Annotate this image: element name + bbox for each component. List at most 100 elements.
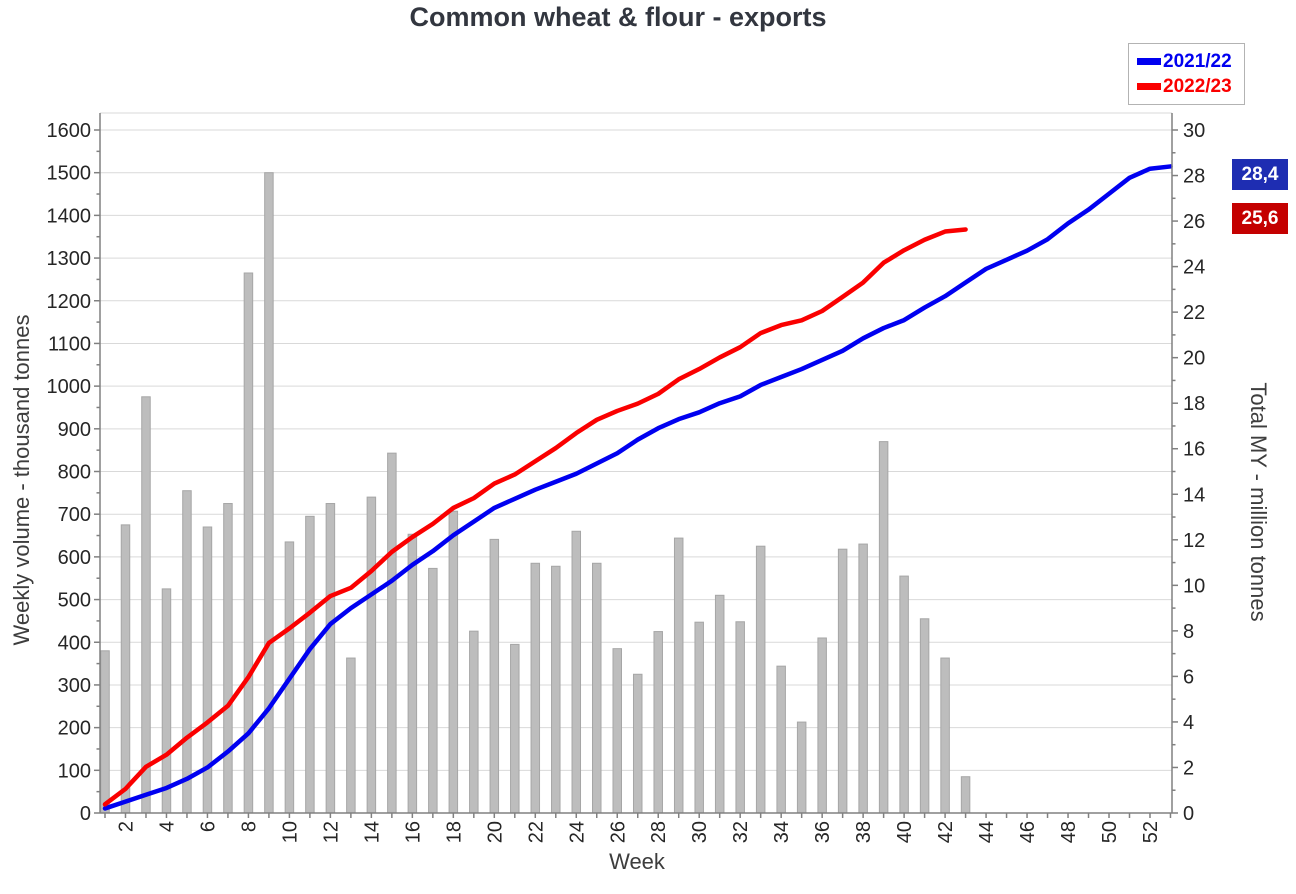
bar <box>100 650 110 814</box>
left-tick-label: 1600 <box>47 120 92 142</box>
right-tick-label: 12 <box>1183 530 1205 552</box>
x-tick-label: 52 <box>1140 821 1162 843</box>
right-tick-label: 16 <box>1183 439 1205 461</box>
left-tick-label: 600 <box>58 547 91 569</box>
bar <box>161 588 172 814</box>
bar <box>653 631 663 814</box>
right-tick-label: 0 <box>1183 803 1194 825</box>
bar <box>940 657 950 814</box>
right-tick-label: 18 <box>1183 393 1205 415</box>
bar <box>428 567 438 814</box>
bar <box>817 637 827 814</box>
bar <box>530 562 541 814</box>
legend-swatch-2021-22-icon <box>1137 58 1161 65</box>
x-tick-label: 28 <box>648 821 670 843</box>
line-2022-23 <box>102 227 968 807</box>
left-tick-label: 200 <box>58 718 91 740</box>
left-tick-label: 1400 <box>47 205 92 227</box>
right-tick-label: 28 <box>1183 166 1205 188</box>
x-tick-label: 20 <box>484 821 506 843</box>
bar <box>182 490 192 814</box>
x-tick-label: 12 <box>320 821 342 843</box>
right-tick-label: 4 <box>1183 712 1194 734</box>
x-tick-label: 30 <box>689 821 711 843</box>
bar <box>120 524 131 814</box>
legend-item-2022-23: 2022/23 <box>1137 74 1236 99</box>
bar <box>837 548 848 814</box>
bar <box>264 172 274 814</box>
right-tick-label: 22 <box>1183 302 1205 324</box>
x-tick-label: 38 <box>853 821 875 843</box>
x-tick-label: 2 <box>115 821 137 832</box>
x-tick-label: 6 <box>197 821 219 832</box>
bar <box>755 545 766 814</box>
bar <box>346 657 356 814</box>
x-tick-label: 42 <box>935 821 957 843</box>
bar <box>469 630 479 814</box>
right-tick-label: 30 <box>1183 120 1205 142</box>
bar <box>305 515 315 814</box>
x-axis-title: Week <box>609 849 665 874</box>
bar <box>387 452 397 814</box>
right-tick-label: 2 <box>1183 757 1194 779</box>
bar <box>858 543 868 814</box>
x-tick-label: 10 <box>279 821 301 843</box>
left-tick-label: 800 <box>58 462 91 484</box>
end-value-badge-2021-22: 28,4 <box>1232 159 1288 190</box>
left-tick-label: 1000 <box>47 376 92 398</box>
legend: 2021/22 2022/23 <box>1128 43 1245 105</box>
x-tick-label: 32 <box>730 821 752 843</box>
chart-title: Common wheat & flour - exports <box>409 2 827 32</box>
end-value-badge-2022-23: 25,6 <box>1232 203 1288 234</box>
left-tick-label: 1300 <box>47 248 92 270</box>
x-tick-label: 16 <box>402 821 424 843</box>
bar <box>489 538 500 814</box>
right-tick-label: 10 <box>1183 575 1205 597</box>
bar <box>141 396 151 814</box>
bar <box>694 621 704 814</box>
bar <box>673 537 684 814</box>
x-tick-label: 34 <box>771 821 793 843</box>
bar <box>448 510 459 814</box>
x-tick-label: 24 <box>566 821 588 843</box>
bar <box>735 621 745 814</box>
left-tick-label: 900 <box>58 419 91 441</box>
legend-swatch-2022-23-icon <box>1137 83 1161 90</box>
x-tick-label: 4 <box>156 821 178 832</box>
bar <box>510 643 520 814</box>
left-tick-label: 300 <box>58 675 91 697</box>
legend-label-2022-23: 2022/23 <box>1163 75 1232 97</box>
right-axis-title: Total MY - million tonnes <box>1246 382 1271 622</box>
right-tick-label: 8 <box>1183 621 1194 643</box>
legend-item-2021-22: 2021/22 <box>1137 49 1236 74</box>
right-tick-label: 14 <box>1183 484 1205 506</box>
left-axis-title: Weekly volume - thousand tonnes <box>9 314 34 646</box>
x-tick-label: 50 <box>1099 821 1121 843</box>
bar <box>632 673 643 814</box>
x-tick-label: 36 <box>812 821 834 843</box>
right-tick-label: 20 <box>1183 348 1205 370</box>
bar <box>592 562 602 814</box>
bar <box>960 776 971 814</box>
left-tick-label: 1100 <box>48 333 91 355</box>
left-tick-label: 100 <box>58 760 91 782</box>
bar <box>899 575 909 814</box>
x-tick-label: 18 <box>443 821 465 843</box>
right-tick-label: 26 <box>1183 211 1205 233</box>
bar <box>796 721 807 814</box>
x-tick-label: 8 <box>238 821 260 832</box>
left-tick-label: 0 <box>80 803 91 825</box>
right-tick-label: 6 <box>1183 666 1194 688</box>
left-tick-label: 500 <box>58 590 91 612</box>
x-tick-label: 40 <box>894 821 916 843</box>
left-tick-label: 1500 <box>47 163 92 185</box>
line-2021-22 <box>102 164 1173 811</box>
bar <box>551 565 561 814</box>
left-tick-label: 700 <box>58 504 91 526</box>
bar <box>366 496 377 814</box>
x-tick-label: 44 <box>976 821 998 843</box>
bar <box>407 533 418 814</box>
left-tick-label: 1200 <box>47 291 92 313</box>
